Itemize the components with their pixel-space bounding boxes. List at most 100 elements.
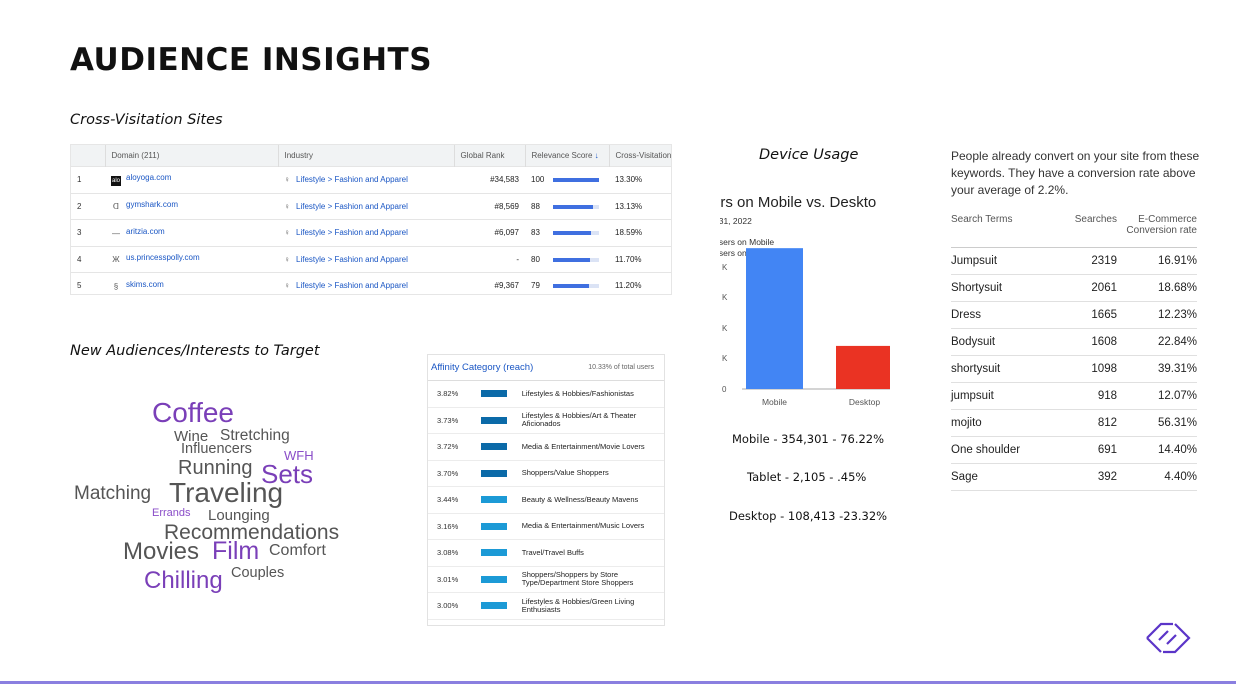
row-number: 5 [71, 272, 105, 294]
relevance-score-value: 100 [531, 175, 545, 185]
industry-cell[interactable]: ♀ Lifestyle > Fashion and Apparel [278, 192, 454, 220]
affinity-row: 3.16% Media & Entertainment/Music Lovers [428, 514, 664, 540]
table-row[interactable]: 5 § skims.com ♀ Lifestyle > Fashion and Ap… [71, 272, 671, 294]
domain-link[interactable]: aloyoga.com [126, 173, 172, 183]
keywords-table: Search Terms Searches E-Commerce Convers… [951, 214, 1201, 491]
site-favicon-icon: — [112, 228, 120, 238]
affinity-category-panel: Affinity Category (reach) 10.33% of tota… [427, 354, 665, 626]
industry-cell[interactable]: ♀ Lifestyle > Fashion and Apparel [278, 219, 454, 246]
affinity-percent: 3.01% [437, 574, 459, 584]
column-header-industry[interactable]: Industry [278, 145, 455, 167]
domain-link[interactable]: skims.com [126, 279, 164, 289]
affinity-percent: 3.00% [437, 601, 459, 611]
relevance-score-bar-fill [553, 284, 589, 289]
domain-cell[interactable]: ᗡ gymshark.com [105, 192, 278, 220]
column-header-searches: Searches [1061, 214, 1117, 248]
industry-link[interactable]: Lifestyle > Fashion and Apparel [296, 254, 408, 264]
search-term: Sage [951, 463, 1061, 491]
conversion-rate: 14.40% [1117, 436, 1197, 464]
industry-link[interactable]: Lifestyle > Fashion and Apparel [296, 228, 408, 238]
relevance-score-cell: 80 [525, 245, 609, 273]
affinity-header-title: Affinity Category (reach) [431, 362, 534, 373]
word-chilling: Chilling [144, 567, 223, 594]
y-tick-label: 0 [722, 385, 727, 394]
column-header-domain[interactable]: Domain (211) [105, 145, 279, 167]
column-header-conversion-rate: E-Commerce Conversion rate [1117, 214, 1197, 248]
x-tick-label: Mobile [762, 397, 787, 407]
affinity-label: Shoppers/Value Shoppers [521, 468, 609, 478]
table-row[interactable]: 1 alo aloyoga.com ♀ Lifestyle > Fashion an… [71, 166, 671, 193]
affinity-header: Affinity Category (reach) 10.33% of tota… [428, 355, 664, 381]
industry-link[interactable]: Lifestyle > Fashion and Apparel [296, 201, 408, 211]
device-usage-chart: ers on Mobile vs. Deskto –31, 2022 lsers… [720, 190, 890, 415]
conversion-rate: 22.84% [1117, 328, 1197, 356]
conversion-rate: 12.07% [1117, 382, 1197, 410]
affinity-row: 3.08% Travel/Travel Buffs [428, 540, 664, 567]
relevance-score-bar-fill [553, 204, 593, 209]
cross-visitation-table: Domain (211) Industry Global Rank Releva… [70, 144, 672, 295]
column-header-global-rank[interactable]: Global Rank [454, 145, 526, 167]
domain-cell[interactable]: § skims.com [105, 272, 278, 294]
relevance-score-bar [553, 231, 599, 236]
domain-link[interactable]: gymshark.com [126, 200, 179, 210]
affinity-label: Lifestyles & Hobbies/Green Living Enthus… [521, 596, 635, 614]
y-tick-label: K [722, 263, 728, 272]
row-number: 2 [71, 192, 105, 220]
table-row[interactable]: 3 — aritzia.com ♀ Lifestyle > Fashion and … [71, 219, 671, 246]
cross-visitation-cell: 11.20% [609, 272, 671, 294]
table-row: Sage 392 4.40% [951, 463, 1197, 491]
word-running: Running [178, 457, 253, 479]
industry-cell[interactable]: ♀ Lifestyle > Fashion and Apparel [278, 166, 454, 193]
device-tablet-stat: Tablet - 2,105 - .45% [747, 470, 867, 484]
word-sets: Sets [261, 459, 314, 489]
search-term: Jumpsuit [951, 247, 1061, 275]
global-rank-cell: #9,367 [454, 272, 525, 294]
industry-cell[interactable]: ♀ Lifestyle > Fashion and Apparel [278, 272, 454, 294]
conversion-rate: 16.91% [1117, 247, 1197, 275]
domain-cell[interactable]: alo aloyoga.com [105, 166, 278, 193]
affinity-label: Shoppers/Shoppers by Store Type/Departme… [521, 570, 634, 588]
relevance-score-bar-fill [553, 178, 599, 183]
word-influencers: Influencers [181, 441, 252, 457]
site-favicon-icon: Ж [112, 255, 120, 265]
domain-link[interactable]: us.princesspolly.com [126, 253, 200, 263]
search-count: 2061 [1061, 274, 1117, 302]
industry-link[interactable]: Lifestyle > Fashion and Apparel [296, 281, 408, 291]
word-errands: Errands [152, 507, 191, 519]
search-count: 2319 [1061, 247, 1117, 275]
search-count: 1608 [1061, 328, 1117, 356]
table-row[interactable]: 2 ᗡ gymshark.com ♀ Lifestyle > Fashion and… [71, 192, 671, 220]
relevance-score-bar [553, 178, 599, 183]
footer-rule [0, 681, 1236, 684]
word-film: Film [212, 537, 260, 565]
industry-cell[interactable]: ♀ Lifestyle > Fashion and Apparel [278, 245, 454, 273]
domain-link[interactable]: aritzia.com [126, 226, 165, 236]
search-count: 392 [1061, 463, 1117, 491]
column-header-cross-visitation[interactable]: Cross-Visitation [609, 145, 671, 167]
relevance-score-cell: 100 [525, 166, 609, 193]
affinity-percent: 3.73% [437, 415, 459, 425]
domain-cell[interactable]: — aritzia.com [105, 219, 278, 246]
industry-link[interactable]: Lifestyle > Fashion and Apparel [296, 175, 408, 185]
relevance-score-cell: 83 [525, 219, 609, 246]
search-term: jumpsuit [951, 382, 1061, 410]
site-favicon-icon: ᗡ [112, 202, 120, 212]
word-coffee: Coffee [152, 397, 234, 428]
column-header-relevance-score[interactable]: Relevance Score ↓ [525, 145, 610, 167]
relevance-score-bar-fill [553, 231, 591, 236]
y-tick-label: K [722, 354, 728, 363]
cross-visitation-cell: 11.70% [609, 245, 671, 273]
affinity-bar [481, 522, 507, 530]
search-term: shortysuit [951, 355, 1061, 383]
global-rank-cell: - [454, 245, 525, 273]
affinity-bar [481, 549, 507, 557]
affinity-label: Lifestyles & Hobbies/Fashionistas [521, 388, 634, 398]
affinity-row: 3.73% Lifestyles & Hobbies/Art & Theater… [428, 408, 664, 434]
search-count: 918 [1061, 382, 1117, 410]
affinity-label: Media & Entertainment/Music Lovers [521, 521, 645, 531]
search-count: 691 [1061, 436, 1117, 464]
affinity-percent: 3.08% [437, 548, 459, 558]
relevance-score-label: Relevance Score [531, 151, 593, 160]
